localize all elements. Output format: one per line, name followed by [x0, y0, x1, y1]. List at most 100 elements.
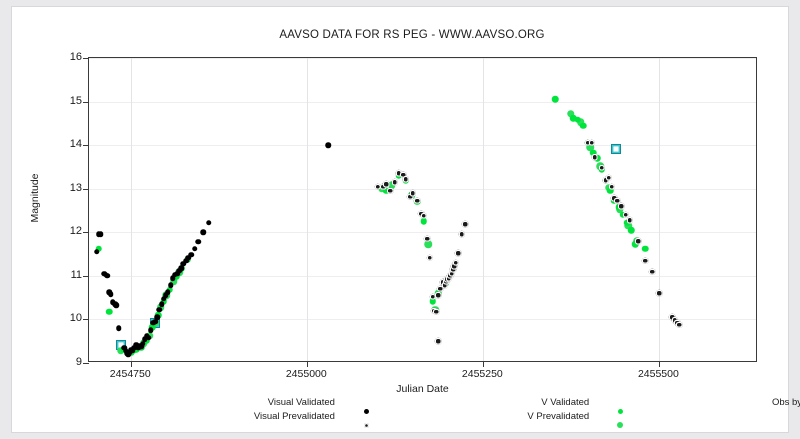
data-point: [185, 254, 192, 261]
data-point: [441, 282, 448, 289]
data-point: [570, 114, 577, 122]
gridline-horizontal: [89, 275, 756, 277]
data-point: [174, 270, 180, 277]
data-point: [420, 218, 427, 225]
data-point: [642, 245, 649, 253]
data-point: [622, 211, 629, 219]
data-point: [154, 314, 161, 320]
y-tick: [83, 363, 89, 364]
gridline-horizontal: [89, 232, 756, 234]
data-point: [591, 154, 598, 161]
data-point: [163, 292, 169, 299]
y-tick: [83, 101, 89, 103]
data-point: [108, 291, 114, 297]
y-tick-label: 16: [69, 51, 82, 63]
y-tick-label: 12: [69, 225, 82, 238]
data-point: [429, 293, 436, 301]
y-tick: [83, 319, 89, 321]
data-point: [580, 122, 587, 129]
legend-label: V Validated: [541, 397, 590, 408]
data-point: [451, 263, 458, 270]
y-axis-tick-labels: 9 10 11 12 13 14 15 16: [38, 51, 82, 368]
legend-entry[interactable]: Obs by SFRA: [637, 397, 800, 411]
data-point: [626, 216, 634, 224]
data-point: [95, 245, 103, 253]
legend-label: V Prevalidated: [527, 411, 590, 422]
chart-title: AAVSO DATA FOR RS PEG - WWW.AAVSO.ORG: [279, 29, 545, 41]
y-tick-label: 15: [69, 94, 82, 107]
data-point: [610, 143, 621, 154]
data-point: [141, 336, 148, 342]
data-point: [170, 275, 176, 281]
data-point: [156, 307, 163, 313]
data-point: [399, 171, 407, 179]
x-tick: [307, 361, 309, 367]
data-point: [613, 197, 621, 205]
y-tick-label: 13: [69, 181, 82, 194]
chart-legend: Visual Validated Visual Prevalidated V Val…: [88, 397, 800, 429]
data-point: [149, 324, 156, 331]
data-point: [656, 290, 663, 297]
x-tick-label: 2455000: [285, 368, 327, 380]
legend-entry[interactable]: V Prevalidated: [396, 411, 624, 428]
data-point: [458, 231, 465, 238]
data-point: [146, 334, 152, 341]
legend-marker: [617, 415, 624, 433]
data-point: [106, 308, 113, 315]
data-point: [183, 257, 189, 264]
data-point: [589, 149, 597, 157]
plot-area: [83, 57, 757, 367]
data-point: [605, 174, 612, 182]
legend-entry[interactable]: Visual Prevalidated: [142, 411, 369, 428]
data-point: [635, 237, 642, 245]
data-point: [606, 187, 614, 195]
data-point: [121, 345, 127, 351]
data-point: [409, 189, 417, 197]
data-point: [452, 259, 460, 267]
data-point: [158, 301, 165, 307]
legend-column: Visual Validated Visual Prevalidated: [142, 397, 369, 428]
data-point: [200, 229, 206, 236]
x-tick: [483, 361, 485, 367]
legend-entry[interactable]: V Validated: [396, 397, 624, 414]
data-point: [391, 178, 398, 186]
data-point: [424, 240, 433, 249]
gridline-horizontal: [89, 188, 756, 190]
x-axis-title: Julian Date: [396, 383, 449, 395]
data-point: [167, 282, 174, 289]
data-point: [195, 239, 201, 245]
data-point: [188, 252, 194, 258]
legend-label: Visual Prevalidated: [253, 411, 335, 422]
x-tick-label: 2454750: [109, 368, 151, 380]
data-point: [165, 289, 171, 296]
data-point: [435, 292, 442, 299]
legend-marker-icon: [617, 422, 624, 428]
data-point: [584, 139, 591, 147]
legend-entry[interactable]: Visual Validated: [142, 397, 369, 414]
data-point: [588, 139, 596, 147]
data-point: [632, 241, 639, 248]
data-point: [586, 143, 595, 152]
data-point: [608, 183, 615, 190]
y-tick-label: 11: [70, 268, 82, 281]
data-point: [152, 318, 158, 325]
chart-canvas: AAVSO DATA FOR RS PEG - WWW.AAVSO.ORG Ma…: [11, 6, 800, 433]
y-tick: [83, 232, 89, 234]
gridline-horizontal: [89, 58, 756, 59]
gridline-vertical: [307, 58, 309, 361]
data-point: [413, 197, 421, 205]
data-point: [627, 226, 635, 234]
data-point: [98, 231, 104, 238]
legend-marker: [363, 401, 369, 419]
data-point: [113, 302, 120, 309]
data-point: [139, 341, 146, 347]
y-tick-label: 14: [69, 138, 82, 151]
gridline-horizontal: [89, 101, 756, 103]
y-tick: [83, 188, 89, 190]
data-point: [131, 345, 137, 351]
data-point: [566, 110, 575, 118]
legend-marker: [618, 401, 624, 419]
data-point: [406, 193, 414, 200]
data-point: [133, 341, 139, 348]
data-point: [129, 348, 136, 354]
